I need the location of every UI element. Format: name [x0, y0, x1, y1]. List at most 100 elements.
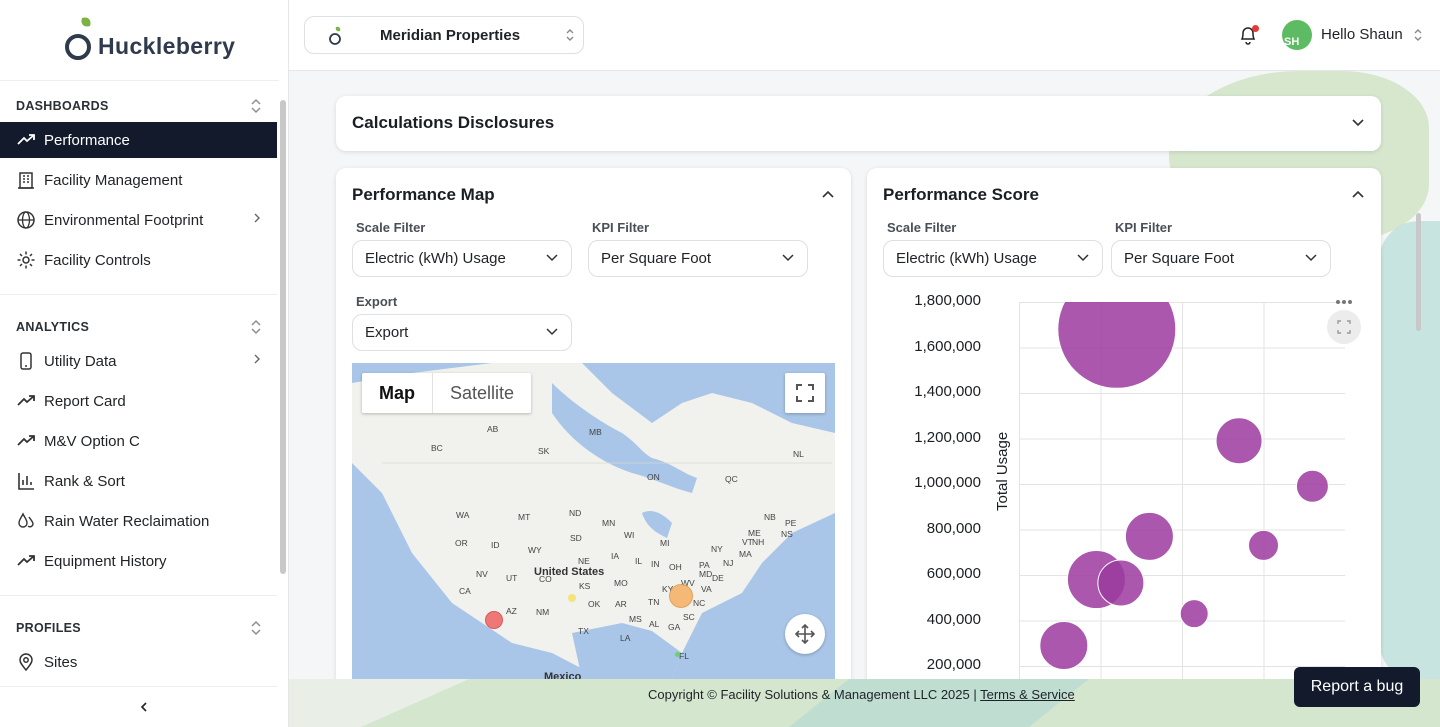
map-label: PA — [699, 560, 710, 570]
map-type-map[interactable]: Map — [362, 373, 433, 413]
divider — [0, 686, 277, 687]
map-pin-icon — [16, 652, 36, 672]
map-label: SD — [570, 533, 582, 543]
performance-map[interactable]: AB MB BC SK ON QC NL WA MT ND MN NB PE N… — [352, 363, 835, 679]
user-greeting[interactable]: Hello Shaun — [1321, 26, 1403, 43]
sidebar-item-utility-data[interactable]: Utility Data — [0, 343, 277, 379]
bubble-point[interactable] — [1295, 469, 1329, 503]
avatar[interactable]: SH — [1282, 20, 1312, 50]
report-bug-button[interactable]: Report a bug — [1294, 667, 1420, 707]
bubble-point[interactable] — [1248, 529, 1279, 561]
map-label: NM — [536, 607, 550, 617]
map-label: ME — [748, 528, 761, 538]
map-label: IL — [635, 556, 643, 566]
bubble-point[interactable] — [1215, 417, 1263, 465]
kpi-filter-select[interactable]: Per Square Foot — [1111, 240, 1331, 277]
sidebar-item-mv-option-c[interactable]: M&V Option C — [0, 423, 277, 459]
organization-name: Meridian Properties — [380, 27, 521, 44]
chevron-down-icon — [546, 254, 558, 262]
map-marker[interactable] — [669, 584, 693, 608]
copyright-label: Copyright © Facility Solutions & Managem… — [648, 687, 977, 702]
bar-chart-icon — [16, 471, 36, 491]
map-type-control: Map Satellite — [362, 373, 532, 413]
sidebar-item-equipment-history[interactable]: Equipment History — [0, 543, 277, 579]
map-camera-control[interactable] — [785, 614, 825, 654]
building-icon — [16, 170, 36, 190]
scale-filter-select[interactable]: Electric (kWh) Usage — [352, 240, 572, 277]
section-profiles[interactable]: PROFILES — [16, 618, 262, 638]
map-country-label: United States — [534, 566, 605, 578]
bubble-point[interactable] — [1124, 511, 1174, 561]
scale-filter-select[interactable]: Electric (kWh) Usage — [883, 240, 1103, 277]
map-marker[interactable] — [485, 611, 503, 629]
performance-map-title: Performance Map — [352, 185, 495, 204]
chevron-down-icon — [546, 328, 558, 336]
map-marker[interactable] — [568, 594, 576, 602]
y-tick-label: 600,000 — [926, 565, 981, 582]
map-label: MO — [614, 578, 628, 588]
map-label: DE — [712, 573, 724, 583]
performance-score-chart: 1,800,000 1,600,000 1,400,000 1,200,000 1,00… — [867, 290, 1381, 679]
sidebar-item-environmental-footprint[interactable]: Environmental Footprint — [0, 202, 277, 238]
sidebar-scrollbar[interactable] — [280, 100, 286, 574]
chevron-down-icon[interactable] — [1351, 118, 1365, 128]
chevron-up-icon[interactable] — [821, 189, 835, 199]
chevron-updown-icon[interactable] — [1413, 28, 1423, 42]
chevron-updown-icon — [566, 29, 574, 41]
section-dashboards[interactable]: DASHBOARDS — [16, 96, 262, 116]
logo[interactable]: Huckleberry — [62, 14, 235, 66]
scale-filter-value: Electric (kWh) Usage — [365, 250, 506, 267]
trending-up-icon — [16, 130, 36, 150]
background-decoration — [1379, 221, 1440, 679]
map-fullscreen-button[interactable] — [785, 373, 825, 413]
map-label: MT — [518, 512, 531, 522]
sidebar-item-rank-sort[interactable]: Rank & Sort — [0, 463, 277, 499]
huckleberry-logo-icon — [329, 26, 341, 45]
section-analytics[interactable]: ANALYTICS — [16, 317, 262, 337]
more-options-icon[interactable] — [1335, 298, 1353, 306]
export-select[interactable]: Export — [352, 314, 572, 351]
sidebar-item-facility-management[interactable]: Facility Management — [0, 162, 277, 198]
sidebar-item-label: Utility Data — [44, 352, 117, 370]
copyright-text: Copyright © Facility Solutions & Managem… — [648, 687, 1075, 702]
sidebar-item-rain-water-reclaimation[interactable]: Rain Water Reclaimation — [0, 503, 277, 539]
collapse-sidebar-button[interactable] — [134, 697, 154, 717]
chevron-up-icon[interactable] — [1351, 189, 1365, 199]
sidebar-item-facility-controls[interactable]: Facility Controls — [0, 242, 277, 278]
map-label: KY — [662, 584, 674, 594]
content-scrollbar[interactable] — [1416, 213, 1421, 331]
chevron-updown-icon — [251, 98, 261, 114]
sidebar-item-report-card[interactable]: Report Card — [0, 383, 277, 419]
y-tick-label: 1,800,000 — [914, 292, 981, 309]
chart-plot-area — [1019, 302, 1345, 679]
organization-select[interactable]: Meridian Properties — [304, 16, 584, 54]
move-arrows-icon — [794, 623, 816, 645]
fullscreen-icon — [1337, 320, 1351, 334]
sidebar-item-sites[interactable]: Sites — [0, 644, 277, 680]
trending-up-icon — [16, 391, 36, 411]
bubble-point[interactable] — [1179, 599, 1209, 629]
sidebar-item-label: Performance — [44, 131, 130, 149]
map-marker[interactable] — [675, 652, 680, 657]
map-label: AR — [615, 599, 627, 609]
chart-fullscreen-button[interactable] — [1327, 310, 1361, 344]
kpi-filter-select[interactable]: Per Square Foot — [588, 240, 808, 277]
bell-icon[interactable] — [1239, 25, 1257, 45]
divider — [0, 595, 277, 596]
export-value: Export — [365, 324, 409, 341]
section-title: ANALYTICS — [16, 320, 90, 334]
notification-dot — [1252, 25, 1259, 32]
map-label: BC — [431, 443, 443, 453]
map-type-satellite[interactable]: Satellite — [450, 383, 515, 403]
sidebar-item-performance[interactable]: Performance — [0, 122, 277, 158]
map-label: MD — [699, 569, 713, 579]
disclosures-card[interactable]: Calculations Disclosures — [336, 96, 1381, 151]
map-label: ON — [647, 472, 660, 482]
map-label: AL — [649, 619, 660, 629]
huckleberry-logo-icon — [65, 17, 91, 60]
performance-score-card: Performance Score Scale Filter Electric … — [867, 168, 1381, 679]
terms-link[interactable]: Terms & Service — [980, 687, 1075, 702]
bubble-point[interactable] — [1039, 621, 1089, 671]
bubble-point[interactable] — [1057, 302, 1177, 389]
bubble-point[interactable] — [1097, 559, 1145, 607]
